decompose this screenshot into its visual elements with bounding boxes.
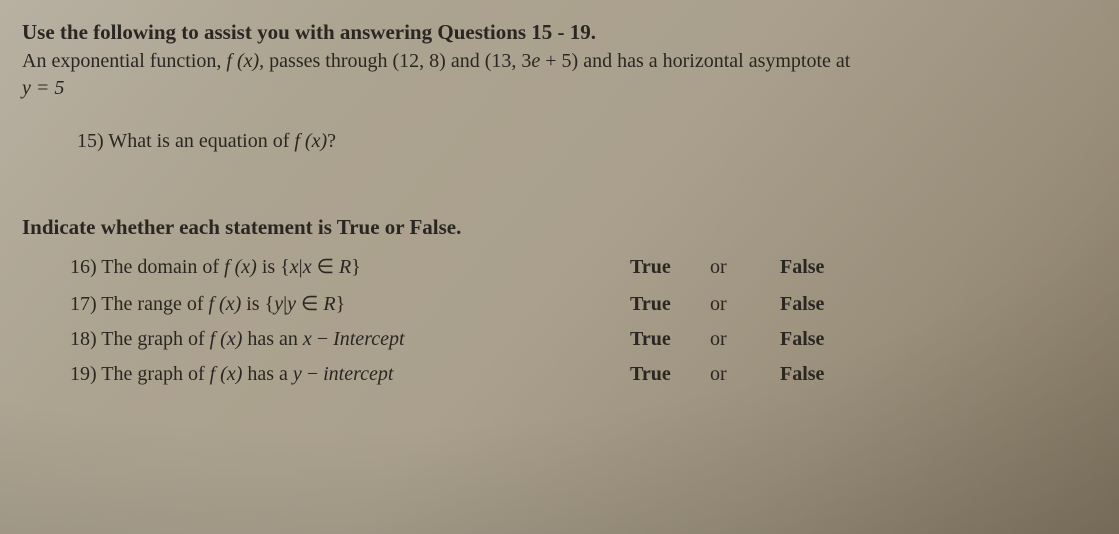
q-var2: x xyxy=(303,256,312,278)
q-post: } xyxy=(336,293,346,315)
question-18: 18) The graph of f (x) has an x − Interc… xyxy=(70,328,1089,351)
or-text: or xyxy=(710,363,780,386)
worksheet-page: Use the following to assist you with ans… xyxy=(0,0,1119,386)
question-19: 19) The graph of f (x) has a y − interce… xyxy=(70,363,1089,386)
q-fx: f (x) xyxy=(224,256,257,278)
false-option[interactable]: False xyxy=(780,256,860,279)
q18-answer: True or False xyxy=(630,328,950,351)
false-option[interactable]: False xyxy=(780,293,860,316)
q19-text: 19) The graph of f (x) has a y − interce… xyxy=(70,363,630,386)
q15-text-a: What is an equation of xyxy=(104,130,295,152)
q15-text-b: ? xyxy=(327,130,336,152)
q16-answer: True or False xyxy=(630,256,950,279)
true-option[interactable]: True xyxy=(630,256,710,279)
q-mid: is { xyxy=(241,293,274,315)
asymptote-equation: y = 5 xyxy=(22,77,1089,100)
true-option[interactable]: True xyxy=(630,293,710,316)
q-pre: The graph of xyxy=(97,328,210,350)
or-text: or xyxy=(710,328,780,351)
text: + 5) and has a horizontal asymptote at xyxy=(540,50,850,72)
q17-text: 17) The range of f (x) is {y|y ∈ R} xyxy=(70,291,630,316)
fx-text: f (x) xyxy=(226,50,259,72)
q-fx: f (x) xyxy=(210,328,243,350)
question-17: 17) The range of f (x) is {y|y ∈ R} True… xyxy=(70,291,1089,316)
q17-answer: True or False xyxy=(630,293,950,316)
tf-question-list: 16) The domain of f (x) is {x|x ∈ R} Tru… xyxy=(70,254,1089,386)
q-set: R xyxy=(323,293,335,315)
instructions-bold: Use the following to assist you with ans… xyxy=(22,20,596,44)
q-post: } xyxy=(351,256,361,278)
q-pre: The graph of xyxy=(97,363,210,385)
q-bar: − xyxy=(302,363,323,385)
eq-text: y = 5 xyxy=(22,77,64,99)
q19-answer: True or False xyxy=(630,363,950,386)
q-var1: y xyxy=(293,363,302,385)
instructions-line-1: Use the following to assist you with ans… xyxy=(22,18,1089,46)
q-num: 19) xyxy=(70,363,97,385)
q15-num: 15) xyxy=(77,130,104,152)
text: , passes through (12, 8) and (13, 3 xyxy=(259,50,531,72)
question-15: 15) What is an equation of f (x)? xyxy=(77,130,1089,153)
q-var1: y xyxy=(274,293,283,315)
q15-fx: f (x) xyxy=(294,130,327,152)
q-fx: f (x) xyxy=(210,363,243,385)
question-16: 16) The domain of f (x) is {x|x ∈ R} Tru… xyxy=(70,254,1089,279)
q-set: R xyxy=(339,256,351,278)
or-text: or xyxy=(710,293,780,316)
q18-text: 18) The graph of f (x) has an x − Interc… xyxy=(70,328,630,351)
q-num: 16) xyxy=(70,256,97,278)
q-pre: The range of xyxy=(97,293,209,315)
q-num: 17) xyxy=(70,293,97,315)
q-var2: y xyxy=(287,293,296,315)
false-option[interactable]: False xyxy=(780,328,860,351)
tf-section-heading: Indicate whether each statement is True … xyxy=(22,215,1089,240)
q16-text: 16) The domain of f (x) is {x|x ∈ R} xyxy=(70,254,630,279)
q-var1: x xyxy=(303,328,312,350)
q-var2: Intercept xyxy=(333,328,404,350)
or-text: or xyxy=(710,256,780,279)
instructions-line-2: An exponential function, f (x), passes t… xyxy=(22,48,1089,75)
q-var1: x xyxy=(290,256,299,278)
q-bar: − xyxy=(312,328,333,350)
true-option[interactable]: True xyxy=(630,328,710,351)
q-num: 18) xyxy=(70,328,97,350)
q-mid: is { xyxy=(257,256,290,278)
q-elem: ∈ xyxy=(296,293,323,315)
false-option[interactable]: False xyxy=(780,363,860,386)
q-pre: The domain of xyxy=(97,256,224,278)
q-fx: f (x) xyxy=(208,293,241,315)
q-elem: ∈ xyxy=(312,256,339,278)
e-text: e xyxy=(531,50,540,72)
q-mid: has an xyxy=(242,328,303,350)
q-mid: has a xyxy=(242,363,293,385)
q-var2: intercept xyxy=(323,363,393,385)
true-option[interactable]: True xyxy=(630,363,710,386)
text: An exponential function, xyxy=(22,50,226,72)
